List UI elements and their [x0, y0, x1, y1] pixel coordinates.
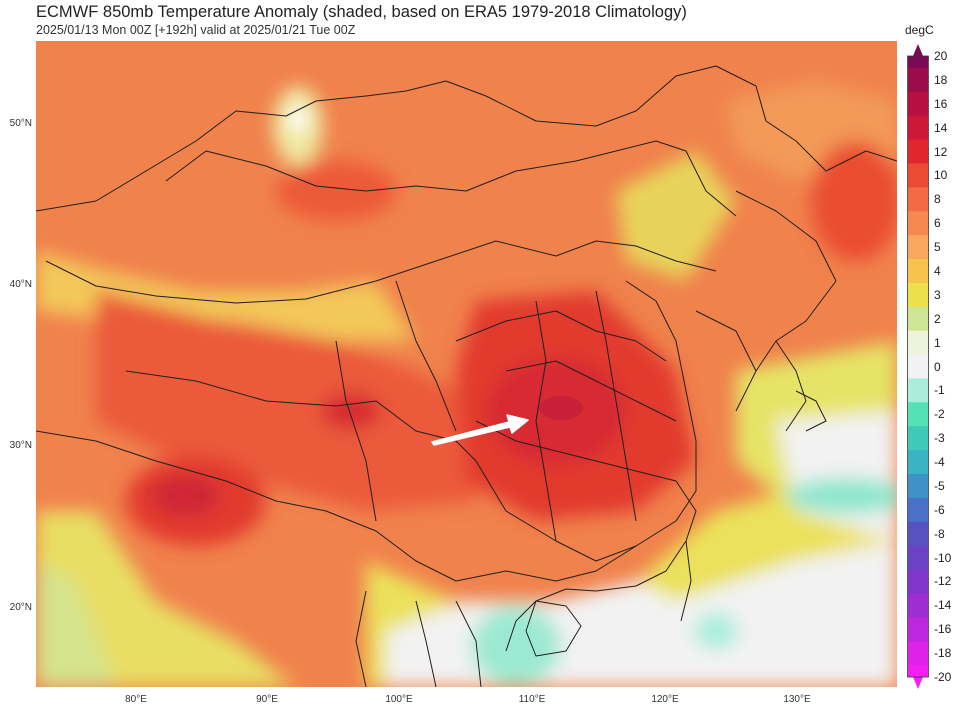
colorbar-tick-label: -18: [934, 646, 952, 661]
northeast-yellow-zone: [616, 151, 736, 281]
colorbar-cell: [908, 450, 928, 475]
lon-label-110e: 110°E: [518, 694, 546, 705]
colorbar-cell: [908, 67, 928, 93]
colorbar-tick-label: -2: [934, 407, 945, 422]
colorbar-cell: [908, 641, 928, 666]
colorbar-cell: [908, 402, 928, 427]
cold-sea-patch: [694, 613, 738, 649]
colorbar: [907, 44, 929, 689]
lon-label-120e: 120°E: [651, 694, 679, 705]
colorbar-tick-label: -6: [934, 502, 945, 517]
colorbar-tick-label: -12: [934, 574, 952, 589]
colorbar-cell: [908, 330, 928, 356]
colorbar-tick-label: 0: [934, 359, 941, 374]
map-subtitle: 2025/01/13 Mon 00Z [+192h] valid at 2025…: [36, 23, 356, 37]
plateau-core: [321, 393, 381, 429]
colorbar-tick-label: 5: [934, 240, 941, 255]
colorbar-cell: [908, 593, 928, 618]
colorbar-tick-label: 18: [934, 72, 948, 87]
colorbar-frame: [907, 55, 929, 678]
colorbar-cell: [908, 282, 928, 308]
colorbar-tick-label: 6: [934, 216, 941, 231]
colorbar-tick-label: -20: [934, 670, 952, 684]
lat-label-50n: 50°N: [9, 118, 32, 129]
southwest-core: [151, 476, 221, 516]
colorbar-tick-label: -14: [934, 598, 952, 613]
colorbar-cell: [908, 306, 928, 332]
anomaly-map: [36, 41, 897, 687]
lat-label-30n: 30°N: [9, 440, 32, 451]
colorbar-tick-label: -4: [934, 455, 945, 470]
colorbar-tick-label: 8: [934, 192, 941, 207]
lon-label-100e: 100°E: [385, 694, 413, 705]
colorbar-tick-label: 2: [934, 311, 941, 326]
colorbar-cell: [908, 354, 928, 379]
southwest-weaker-zone: [36, 561, 116, 687]
colorbar-cell: [908, 545, 928, 571]
lon-label-130e: 130°E: [783, 694, 811, 705]
colorbar-tick-label: -8: [934, 526, 945, 541]
mongolia-strong-zone: [276, 161, 396, 221]
colorbar-tick-label: -3: [934, 431, 945, 446]
colorbar-cell: [908, 426, 928, 451]
colorbar-cell: [908, 617, 928, 642]
colorbar-tick-label: -5: [934, 478, 945, 493]
lon-label-80e: 80°E: [125, 694, 147, 705]
southwest-weak-zone: [36, 511, 296, 687]
colorbar-cell: [908, 139, 928, 164]
colorbar-tick-label: -16: [934, 622, 952, 637]
map-svg: [36, 41, 897, 687]
plateau-strong-zone: [96, 291, 476, 511]
colorbar-tick-label: -1: [934, 383, 945, 398]
northeast-strong-zone: [811, 141, 897, 261]
colorbar-cell: [908, 378, 928, 403]
lat-label-20n: 20°N: [9, 602, 32, 613]
colorbar-cell: [908, 211, 928, 236]
north-white-spot: [288, 107, 308, 131]
colorbar-cell: [908, 521, 928, 547]
colorbar-tick-label: 4: [934, 263, 941, 278]
direction-arrow: [431, 414, 529, 446]
colorbar-tick-label: 10: [934, 168, 948, 183]
colorbar-tick-label: -10: [934, 550, 952, 565]
boundary-lines: [36, 65, 897, 687]
cold-south-patch: [471, 606, 561, 686]
lon-label-90e: 90°E: [256, 694, 278, 705]
colorbar-cell: [908, 235, 928, 260]
colorbar-tick-label: 1: [934, 335, 941, 350]
lat-label-40n: 40°N: [9, 279, 32, 290]
colorbar-tick-label: 12: [934, 144, 948, 159]
colorbar-cell: [908, 569, 928, 594]
colorbar-cell: [908, 259, 928, 284]
colorbar-cell: [908, 473, 928, 499]
colorbar-tick-label: 3: [934, 287, 941, 302]
colorbar-tick-label: 14: [934, 120, 948, 135]
colorbar-cell: [908, 163, 928, 188]
colorbar-cell: [908, 115, 928, 141]
colorbar-cell: [908, 91, 928, 117]
colorbar-cell: [908, 497, 928, 523]
colorbar-cell: [908, 187, 928, 212]
cold-east-patch: [786, 478, 897, 514]
colorbar-unit: degC: [905, 23, 934, 37]
peak-anomaly-center: [539, 396, 583, 420]
map-title: ECMWF 850mb Temperature Anomaly (shaded,…: [36, 3, 687, 21]
colorbar-tick-label: 20: [934, 49, 948, 63]
colorbar-tick-label: 16: [934, 96, 948, 111]
